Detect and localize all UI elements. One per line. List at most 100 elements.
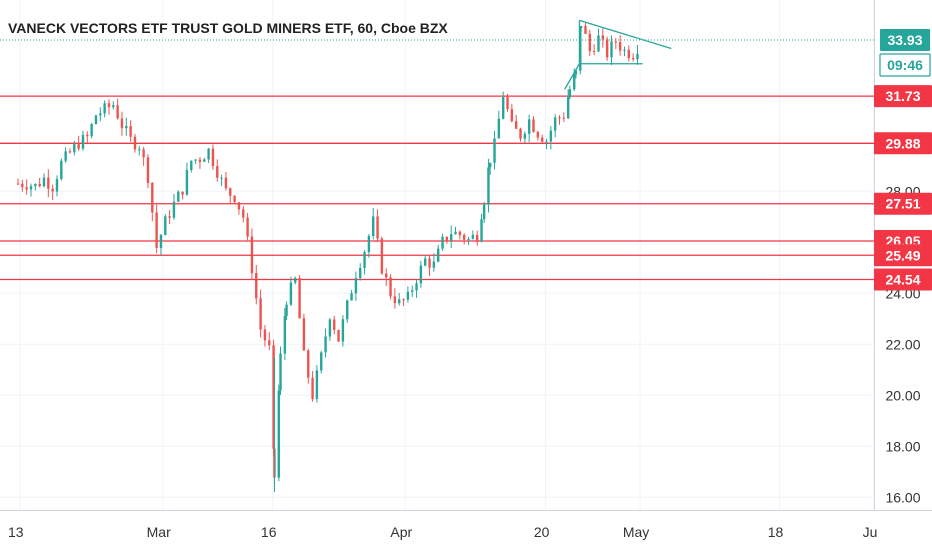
candle-body	[99, 113, 102, 116]
candle-body	[506, 97, 509, 110]
candle-body	[224, 177, 228, 189]
candle-body	[445, 236, 449, 241]
candle-body	[129, 126, 132, 137]
candle-body	[138, 149, 141, 151]
candle-body	[255, 273, 258, 299]
candle-body	[627, 49, 631, 59]
candle-body	[441, 236, 444, 249]
candle-body	[553, 117, 557, 131]
candle-body	[229, 188, 232, 196]
levels-layer	[0, 39, 874, 281]
candle-body	[34, 183, 37, 187]
candle-body	[411, 290, 414, 292]
level-badge[interactable]	[874, 192, 932, 215]
candle-body	[112, 105, 115, 108]
candle-body	[568, 89, 572, 98]
candle-body	[424, 258, 427, 266]
candle-body	[527, 119, 531, 134]
x-tick-label: 13	[8, 524, 24, 540]
candle-body	[454, 231, 457, 235]
candle-body	[346, 300, 349, 320]
candle-body	[302, 318, 306, 351]
candle-body	[419, 265, 423, 284]
candle-body	[574, 70, 578, 75]
candle-body	[38, 183, 41, 187]
candle-body	[272, 345, 275, 449]
candle-body	[81, 134, 85, 149]
candle-body	[354, 278, 358, 294]
candle-body	[549, 130, 553, 142]
candle-body	[294, 278, 297, 283]
candle-body	[523, 133, 527, 139]
candle-body	[562, 117, 566, 119]
candle-body	[393, 296, 397, 304]
candle-body	[220, 177, 223, 179]
level-badge[interactable]	[874, 244, 932, 267]
candle-body	[337, 329, 340, 342]
candle-body	[482, 204, 486, 220]
trendline[interactable]	[564, 63, 580, 90]
candle-body	[116, 105, 119, 119]
candle-body	[437, 248, 440, 262]
candle-body	[168, 216, 171, 218]
candle-body	[307, 350, 310, 378]
level-badge-label: 24.54	[885, 271, 920, 287]
candle-body	[94, 115, 98, 125]
candle-body	[398, 299, 401, 304]
x-tick-label: 16	[261, 524, 277, 540]
candle-body	[389, 277, 392, 297]
candle-body	[540, 137, 544, 142]
candle-body	[501, 97, 505, 119]
candle-body	[432, 261, 436, 268]
candle-body	[42, 177, 46, 187]
candle-body	[277, 390, 280, 478]
candle-body	[493, 138, 496, 163]
trendline[interactable]	[579, 19, 672, 50]
y-tick-label: 20.00	[885, 387, 920, 403]
x-tick-label: May	[623, 524, 649, 540]
candle-body	[601, 35, 605, 40]
candle-body	[155, 212, 158, 248]
level-badge[interactable]	[874, 132, 932, 155]
candle-body	[298, 278, 301, 319]
candle-body	[190, 160, 193, 171]
candle-body	[487, 167, 490, 205]
candle-body	[68, 151, 72, 153]
candle-body	[579, 27, 582, 71]
candle-body	[588, 33, 592, 52]
candle-body	[592, 51, 596, 53]
y-tick-label: 16.00	[885, 489, 920, 505]
candle-body	[467, 238, 470, 240]
candle-body	[185, 170, 189, 195]
candle-body	[21, 183, 24, 188]
candle-body	[350, 293, 353, 301]
candle-body	[497, 118, 501, 139]
x-tick-label: Apr	[390, 524, 412, 540]
candle-body	[320, 352, 323, 371]
x-tick-label: Mar	[147, 524, 171, 540]
candle-body	[159, 235, 163, 248]
candle-body	[172, 201, 176, 218]
candle-body	[51, 188, 54, 192]
candle-body	[510, 109, 514, 122]
price-badge[interactable]	[880, 29, 930, 52]
candle-body	[233, 195, 236, 203]
candle-body	[428, 258, 431, 268]
level-badge[interactable]	[874, 268, 932, 291]
candle-body	[90, 124, 93, 137]
candle-body	[237, 202, 241, 210]
candle-body	[359, 267, 362, 279]
candle-body	[198, 159, 202, 162]
trend-layer	[564, 19, 672, 90]
candle-body	[177, 191, 180, 202]
candle-body	[372, 216, 375, 236]
candle-body	[471, 234, 475, 239]
candle-body	[181, 191, 184, 195]
candle-body	[480, 219, 483, 242]
candle-body	[86, 134, 89, 137]
level-badge[interactable]	[874, 85, 932, 108]
candle-body	[573, 74, 576, 90]
candle-body	[488, 162, 492, 168]
